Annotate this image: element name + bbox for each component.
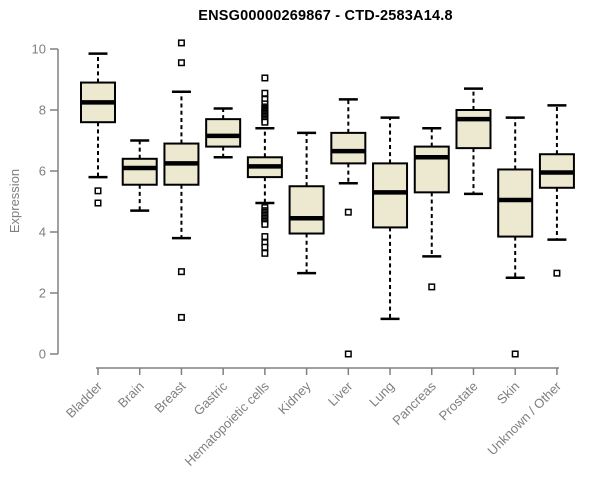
x-axis-tick-label-liver: Liver [325,378,356,409]
outlier-point [261,249,269,257]
box-rect [372,162,409,229]
outlier-point [261,220,269,228]
boxplot-breast [163,39,200,321]
boxplot-lung [372,116,409,321]
boxplot-prostate [455,87,492,196]
outlier-point [94,187,102,195]
x-axis-tick-label-unknown-other: Unknown / Other [484,378,564,458]
outlier-point [261,233,269,241]
box-rect [121,157,158,186]
x-axis-tick-label-skin: Skin [494,379,522,407]
x-axis-tick-label-kidney: Kidney [275,378,314,417]
boxplot-gastric [205,107,242,159]
y-axis-tick-label: 0 [39,347,46,362]
x-axis-tick-label-brain: Brain [115,379,147,411]
outlier-point [94,199,102,207]
x-axis-tick-label-gastric: Gastric [191,378,231,418]
outlier-point [261,74,269,82]
box-rect [497,168,534,238]
box-rect [413,145,450,194]
outlier-point [177,59,185,67]
outlier-point [553,269,561,277]
box-rect [455,109,492,150]
box-rect [288,185,325,235]
x-axis-tick-label-prostate: Prostate [436,379,481,424]
outlier-point [177,313,185,321]
boxplot-brain [121,139,158,212]
chart-title: ENSG00000269867 - CTD-2583A14.8 [198,8,453,24]
boxplot-kidney [288,131,325,275]
outlier-point [261,89,269,97]
outlier-point [177,39,185,47]
y-axis-tick-label: 4 [39,225,46,240]
box-rect [330,131,367,165]
box-rect [205,118,242,148]
boxplot-liver [330,98,367,358]
boxplot-skin [497,116,534,358]
x-axis-tick-label-pancreas: Pancreas [389,378,439,428]
outlier-point [344,208,352,216]
outlier-point [344,350,352,358]
outlier-point [261,243,269,251]
outlier-point [177,268,185,276]
outlier-point [261,118,269,126]
boxplot-bladder [80,52,116,207]
y-axis-tick-label: 10 [32,42,46,57]
boxplot-pancreas [413,127,450,291]
outlier-point [428,283,436,291]
boxplot-unknown-other [538,104,575,277]
y-axis-tick-label: 2 [39,286,46,301]
x-axis-tick-label-lung: Lung [366,379,397,410]
x-axis-tick-label-breast: Breast [151,378,188,415]
outlier-point [511,350,519,358]
boxplot-hematopoietic-cells [246,74,283,257]
y-axis-tick-label: 8 [39,103,46,118]
x-axis-tick-label-bladder: Bladder [63,378,106,421]
y-axis-tick-label: 6 [39,164,46,179]
